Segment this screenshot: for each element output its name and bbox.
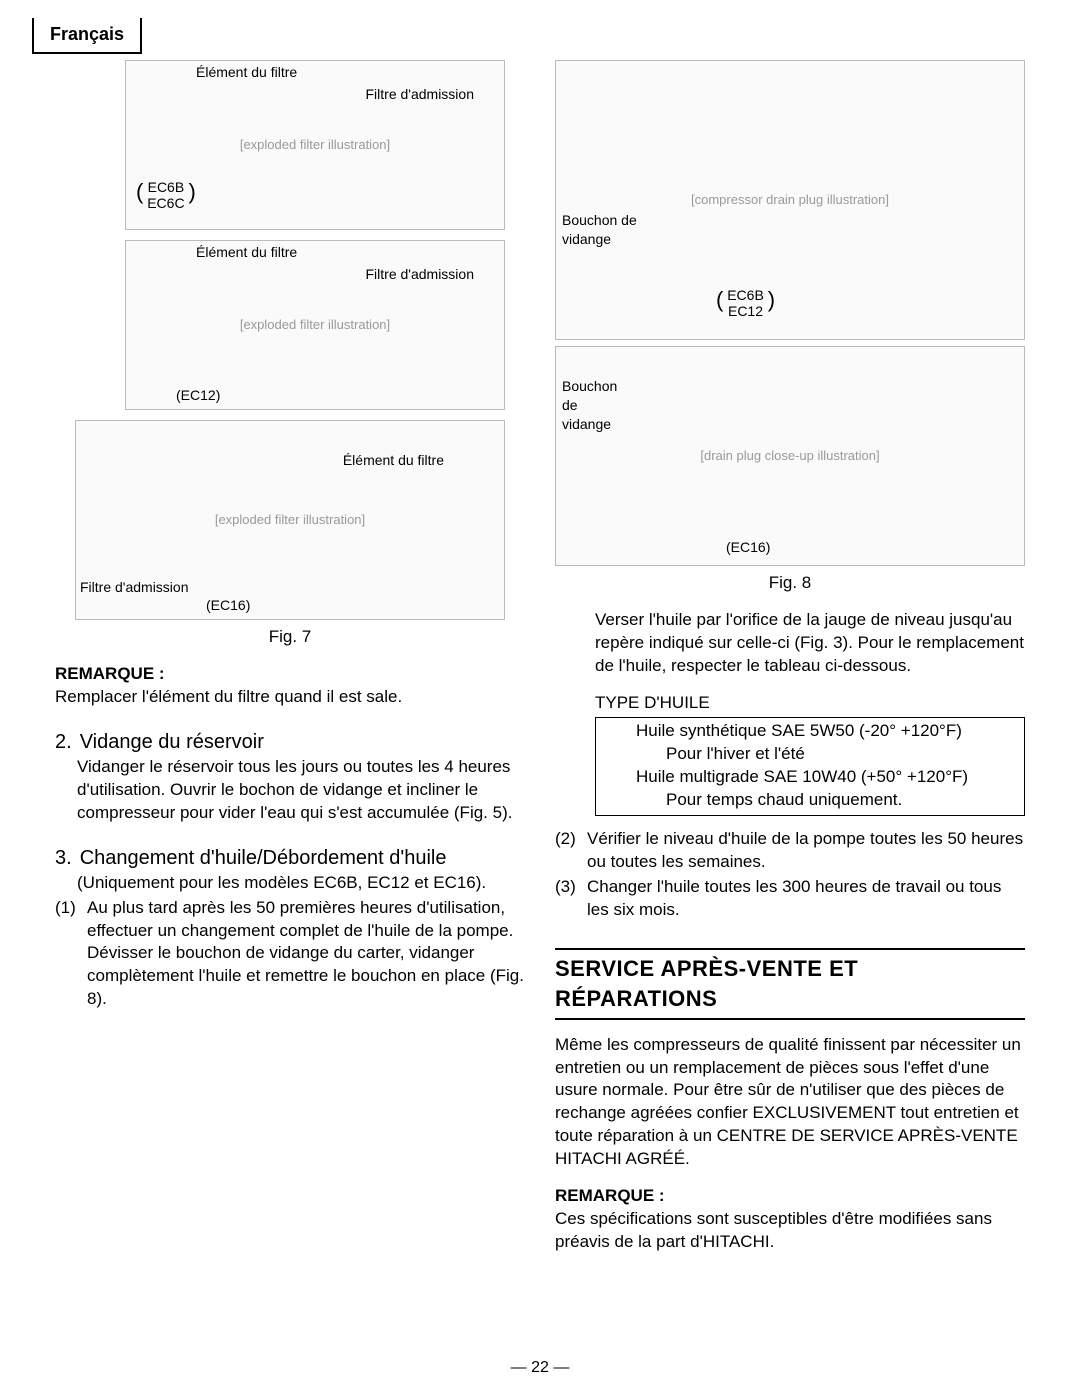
fig8-caption: Fig. 8 (555, 572, 1025, 595)
oil-row-2-sub: Pour temps chaud uniquement. (636, 789, 1016, 812)
oil-type-table: Huile synthétique SAE 5W50 (-20° +120°F)… (595, 717, 1025, 817)
fig8-label-bouchon-1: Bouchon de vidange (562, 211, 652, 249)
remarque-label-right: REMARQUE : (555, 1185, 1025, 1208)
fig7-label-admission: Filtre d'admission (366, 85, 475, 104)
fig7-label-ec6c: EC6C (147, 195, 184, 211)
item-3-1: (1) Au plus tard après les 50 premières … (55, 897, 525, 1012)
point-3: (3) Changer l'huile toutes les 300 heure… (555, 876, 1025, 922)
oil-row-1-sub: Pour l'hiver et l'été (636, 743, 1016, 766)
fig7-diagram-ec6b: [exploded filter illustration] Élément d… (125, 60, 505, 230)
point-2-pn: (2) (555, 828, 581, 874)
item-3-subtitle: (Uniquement pour les modèles EC6B, EC12 … (55, 872, 525, 895)
fig7-diagram-ec16: [exploded filter illustration] Élément d… (75, 420, 505, 620)
fig7-label-element-3: Élément du filtre (343, 451, 444, 470)
left-column: [exploded filter illustration] Élément d… (55, 60, 525, 1254)
item-2-title: Vidange du réservoir (80, 729, 264, 756)
fig8-diagram-top: [compressor drain plug illustration] Bou… (555, 60, 1025, 340)
oil-row-1: Huile synthétique SAE 5W50 (-20° +120°F) (636, 720, 1016, 743)
point-3-pn: (3) (555, 876, 581, 922)
type-huile-label: TYPE D'HUILE (555, 692, 1025, 715)
item-2-body: Vidanger le réservoir tous les jours ou … (55, 756, 525, 825)
fig7-label-ec6b: EC6B (148, 179, 185, 195)
figure-8: [compressor drain plug illustration] Bou… (555, 60, 1025, 595)
figure-7: [exploded filter illustration] Élément d… (55, 60, 525, 649)
fig8-label-ec6b: EC6B (727, 287, 764, 303)
fig7-diagram-ec12: [exploded filter illustration] Élément d… (125, 240, 505, 410)
remarque-text-left: Remplacer l'élément du filtre quand il e… (55, 686, 525, 709)
fig7-label-element: Élément du filtre (196, 63, 297, 82)
point-2: (2) Vérifier le niveau d'huile de la pom… (555, 828, 1025, 874)
item-3-1-body: Au plus tard après les 50 premières heur… (87, 897, 525, 1012)
oil-row-2: Huile multigrade SAE 10W40 (+50° +120°F) (636, 766, 1016, 789)
fig8-label-ec12: EC12 (728, 303, 763, 319)
item-2-heading: 2. Vidange du réservoir (55, 729, 525, 756)
fig7-label-ec6b-brace: ( EC6B EC6C ) (136, 177, 196, 211)
right-column: [compressor drain plug illustration] Bou… (555, 60, 1025, 1254)
item-3-number: 3. (55, 845, 72, 872)
fig7-label-admission-3: Filtre d'admission (80, 578, 189, 597)
page-number: — 22 — (0, 1357, 1080, 1379)
fig8-label-ec6b-brace: ( EC6B EC12 ) (716, 285, 775, 319)
fig7-label-element-2: Élément du filtre (196, 243, 297, 262)
point-3-body: Changer l'huile toutes les 300 heures de… (587, 876, 1025, 922)
section-body-service: Même les compresseurs de qualité finisse… (555, 1034, 1025, 1172)
item-3-heading: 3. Changement d'huile/Débordement d'huil… (55, 845, 525, 872)
fig8-diagram-bottom: [drain plug close-up illustration] Bouch… (555, 346, 1025, 566)
remarque-label-left: REMARQUE : (55, 663, 525, 686)
section-heading-service: SERVICE APRÈS-VENTE ET RÉPARATIONS (555, 948, 1025, 1019)
fig7-label-ec12: (EC12) (176, 386, 220, 405)
fig8-label-ec16: (EC16) (726, 538, 770, 557)
after-fig8-text: Verser l'huile par l'orifice de la jauge… (555, 609, 1025, 678)
two-column-layout: [exploded filter illustration] Élément d… (55, 60, 1025, 1254)
item-3-1-pn: (1) (55, 897, 81, 1012)
item-3-title: Changement d'huile/Débordement d'huile (80, 845, 447, 872)
item-2-number: 2. (55, 729, 72, 756)
point-2-body: Vérifier le niveau d'huile de la pompe t… (587, 828, 1025, 874)
fig7-label-ec16: (EC16) (206, 596, 250, 615)
fig7-caption: Fig. 7 (55, 626, 525, 649)
fig7-label-admission-2: Filtre d'admission (366, 265, 475, 284)
language-tab: Français (32, 18, 142, 54)
remarque-text-right: Ces spécifications sont susceptibles d'ê… (555, 1208, 1025, 1254)
fig8-label-bouchon-2: Bouchon de vidange (562, 377, 617, 434)
